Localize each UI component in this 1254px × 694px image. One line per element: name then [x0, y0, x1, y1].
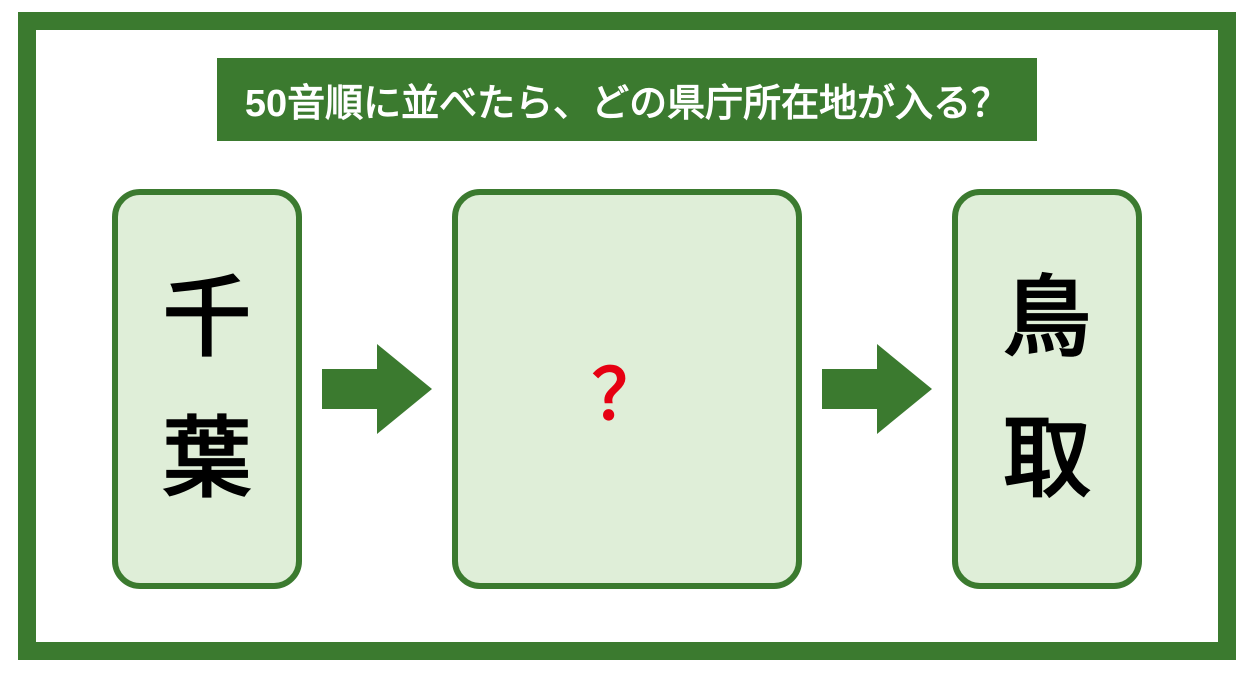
card-left: 千 葉	[112, 189, 302, 589]
card-left-char1: 千	[163, 248, 251, 389]
cards-row: 千 葉 ？ 鳥 取	[76, 189, 1178, 589]
question-bar: 50音順に並べたら、どの県庁所在地が入る？	[217, 58, 1037, 141]
card-right-char1: 鳥	[1003, 248, 1091, 389]
card-middle: ？	[452, 189, 802, 589]
question-text: 50音順に並べたら、どの県庁所在地が入る？	[245, 83, 1009, 125]
arrow-icon	[322, 334, 432, 444]
question-mark: ？	[592, 339, 662, 440]
card-left-char2: 葉	[163, 389, 251, 530]
card-right: 鳥 取	[952, 189, 1142, 589]
arrow-icon	[822, 334, 932, 444]
quiz-frame: 50音順に並べたら、どの県庁所在地が入る？ 千 葉 ？ 鳥 取	[18, 12, 1236, 660]
card-right-char2: 取	[1003, 389, 1091, 530]
